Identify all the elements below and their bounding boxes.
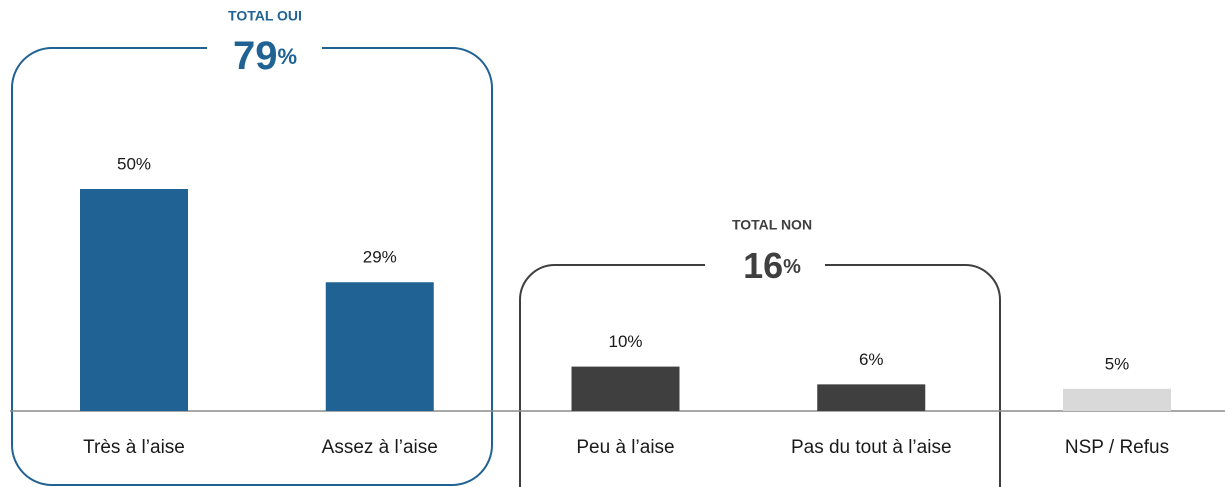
group-box <box>11 47 493 486</box>
group-title: TOTAL NON <box>732 217 812 233</box>
value-label: 29% <box>363 248 397 267</box>
group-title: TOTAL OUI <box>228 8 302 24</box>
value-label: 50% <box>117 154 151 173</box>
value-label: 5% <box>1105 354 1130 373</box>
bar <box>80 189 188 411</box>
bar <box>817 384 926 411</box>
group-total: 79% <box>233 34 297 78</box>
group-total-unit: % <box>277 44 297 69</box>
group-box <box>519 264 1001 487</box>
x-tick-label: Assez à l’aise <box>322 437 438 458</box>
x-tick-label: Pas du tout à l’aise <box>791 437 952 458</box>
group-total-value: 16 <box>743 245 783 286</box>
bar <box>325 282 434 411</box>
bar <box>571 366 680 411</box>
group-total: 16% <box>743 245 801 286</box>
value-label: 6% <box>859 350 884 369</box>
x-tick-label: Peu à l’aise <box>576 437 674 458</box>
bar <box>1063 388 1171 411</box>
group-total-unit: % <box>783 256 801 278</box>
x-tick-label: NSP / Refus <box>1065 437 1169 458</box>
x-tick-label: Très à l’aise <box>83 437 185 458</box>
group-total-value: 79 <box>233 34 278 78</box>
value-label: 10% <box>608 332 642 351</box>
